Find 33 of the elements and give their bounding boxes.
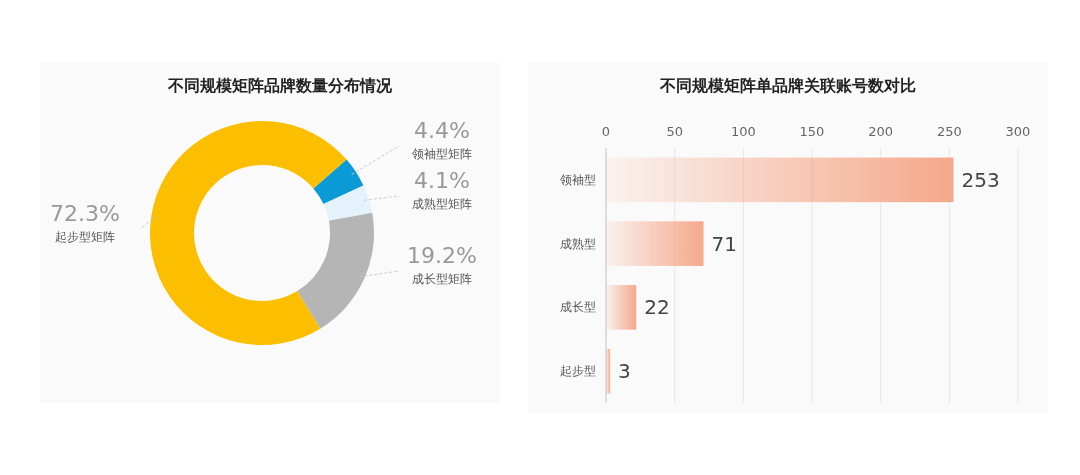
x-tick-label: 100 xyxy=(730,124,756,139)
x-tick-label: 150 xyxy=(799,124,825,139)
donut-slice xyxy=(150,121,347,345)
bar xyxy=(606,221,704,266)
bar xyxy=(606,348,611,394)
data-label: 71 xyxy=(711,231,737,256)
y-tick-label: 起步型 xyxy=(560,364,596,379)
x-tick-label: 50 xyxy=(666,124,683,139)
x-tick-label: 300 xyxy=(1005,124,1031,139)
bar xyxy=(606,157,954,203)
data-label: 4.1% xyxy=(414,168,470,193)
donut-slice xyxy=(297,212,374,329)
bar xyxy=(606,285,637,330)
chart-title: 不同规模矩阵品牌数量分布情况 xyxy=(167,76,393,95)
data-label: 22 xyxy=(644,295,670,320)
y-tick-label: 成熟型 xyxy=(560,236,596,251)
slice-label: 起步型矩阵 xyxy=(55,230,115,244)
data-label: 19.2% xyxy=(407,243,477,268)
x-tick-label: 250 xyxy=(936,124,962,139)
data-label: 4.4% xyxy=(414,118,470,143)
donut-slice xyxy=(323,185,373,221)
data-label: 253 xyxy=(961,167,1000,192)
donut-slice xyxy=(313,159,364,205)
x-tick-label: 200 xyxy=(868,124,894,139)
x-tick-label: 0 xyxy=(601,124,611,139)
data-label: 3 xyxy=(618,359,631,384)
data-label: 72.3% xyxy=(50,201,120,226)
slice-label: 领袖型矩阵 xyxy=(412,147,472,161)
chart-title: 不同规模矩阵单品牌关联账号数对比 xyxy=(659,76,916,95)
y-tick-label: 领袖型 xyxy=(560,172,596,187)
y-tick-label: 成长型 xyxy=(560,300,596,315)
slice-label: 成熟型矩阵 xyxy=(412,197,472,211)
slice-label: 成长型矩阵 xyxy=(412,272,472,286)
